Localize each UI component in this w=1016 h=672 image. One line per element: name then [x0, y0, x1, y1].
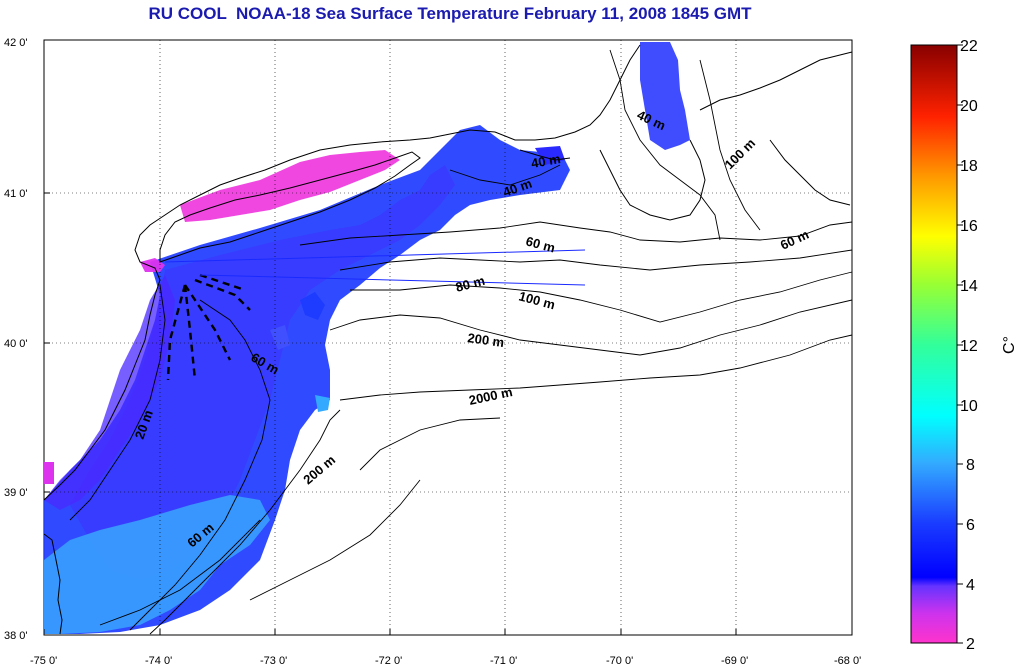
longitude-labels: -75 0' -74 0' -73 0' -72 0' -71 0' -70 0…: [30, 655, 861, 667]
bathymetry-contours: [69, 49, 853, 635]
colorbar-unit-label: C°: [1001, 336, 1016, 354]
colorbar-tick-label: 10: [960, 398, 978, 415]
sst-imagery: [44, 42, 690, 634]
colorbar-tick-label: 22: [960, 38, 978, 55]
lon-tick-label: -68 0': [834, 655, 861, 667]
colorbar-tick-label: 4: [966, 577, 975, 594]
transect-lines: [166, 273, 251, 381]
lat-tick-label: 39 0': [4, 487, 28, 499]
lat-tick-label: 41 0': [4, 188, 28, 200]
colorbar-gradient: [910, 44, 958, 644]
colorbar: 22 20 18 16 14 12 10 8 6 4 2 C°: [910, 38, 1016, 653]
colorbar-tick-label: 12: [960, 338, 978, 355]
colorbar-tick-label: 2: [966, 636, 975, 653]
lon-tick-label: -75 0': [30, 655, 57, 667]
colorbar-tick-label: 20: [960, 98, 978, 115]
axis-ticks: [43, 39, 853, 636]
lon-tick-label: -74 0': [145, 655, 172, 667]
lon-tick-label: -72 0': [375, 655, 402, 667]
map-panel: 40 m 40 m 40 m 100 m 60 m 60 m 80 m 100 …: [4, 37, 861, 667]
contour-label: 40 m: [530, 151, 562, 171]
colorbar-tick-label: 18: [960, 158, 978, 175]
lon-tick-label: -70 0': [606, 655, 633, 667]
colorbar-tick-label: 6: [966, 517, 975, 534]
lat-tick-label: 38 0': [4, 630, 28, 642]
lat-tick-label: 42 0': [4, 37, 28, 49]
colorbar-tick-label: 14: [960, 278, 978, 295]
latitude-labels: 42 0' 41 0' 40 0' 39 0' 38 0': [4, 37, 28, 642]
contour-label: 60 m: [524, 233, 557, 255]
colorbar-tick-label: 16: [960, 218, 978, 235]
lon-tick-label: -71 0': [490, 655, 517, 667]
graticule: [44, 40, 852, 635]
lon-tick-label: -69 0': [721, 655, 748, 667]
lon-tick-label: -73 0': [260, 655, 287, 667]
colorbar-tick-label: 8: [966, 457, 975, 474]
contour-label: 200 m: [467, 330, 506, 350]
contour-label: 80 m: [454, 273, 487, 295]
track-lines: [164, 249, 586, 286]
map-title: RU COOL NOAA-18 Sea Surface Temperature …: [148, 4, 752, 23]
lat-tick-label: 40 0': [4, 338, 28, 350]
